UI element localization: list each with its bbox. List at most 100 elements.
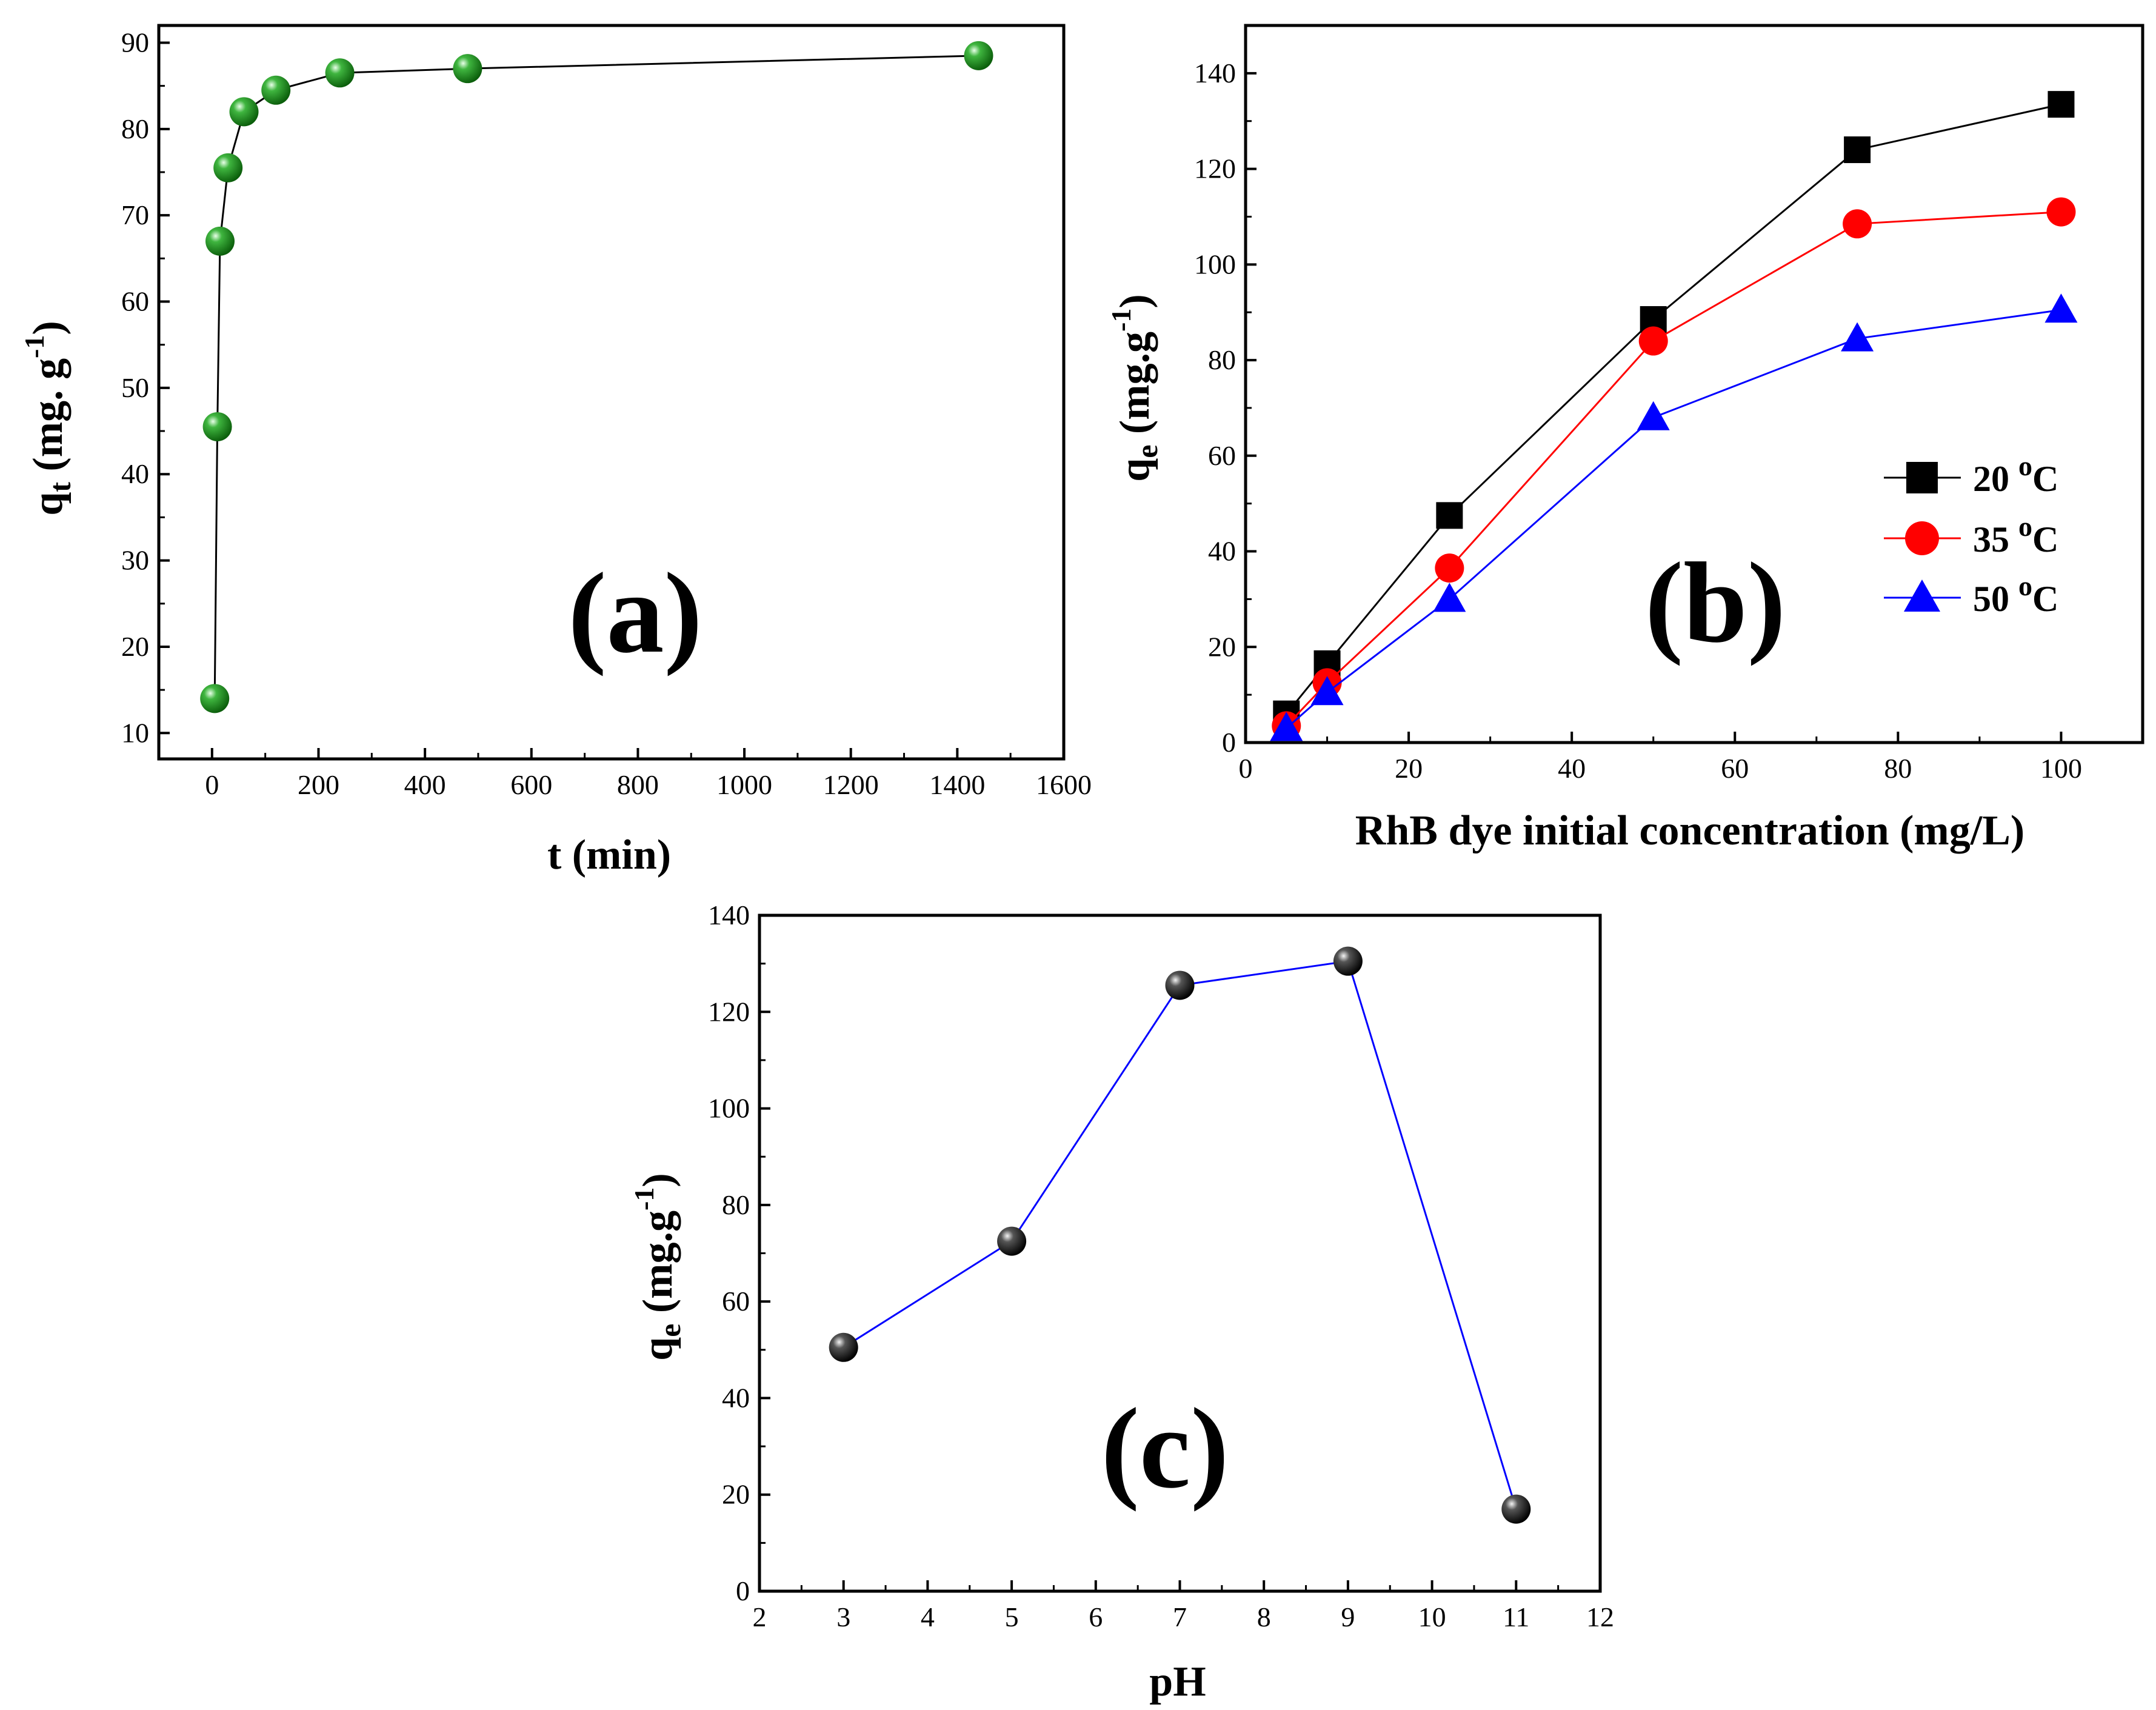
chart-b-data-point bbox=[2044, 293, 2078, 323]
chart-b-data-point bbox=[1270, 712, 1303, 741]
chart-c-x-tick-label: 7 bbox=[1173, 1601, 1187, 1632]
chart-b-legend-markers bbox=[1884, 462, 1961, 612]
chart-b-y-tick-label: 80 bbox=[1208, 344, 1236, 375]
chart-a-x-tick-label: 1600 bbox=[1036, 769, 1092, 800]
chart-c-y-tick-label: 100 bbox=[708, 1093, 750, 1124]
chart-c-y-tick-label: 40 bbox=[722, 1382, 750, 1413]
chart-a-y-axis-title: qt (mg. g-1) bbox=[19, 321, 77, 515]
chart-c-y-tick-label: 0 bbox=[736, 1575, 750, 1606]
chart-a-x-tick-label: 400 bbox=[404, 769, 446, 800]
chart-b-plot: 0 20 40 60 80 100 0 20 40 60 80 100 120 140 bbox=[1194, 24, 2144, 784]
legend-label-50C: 50 oC bbox=[1973, 570, 2058, 619]
chart-a-data-point bbox=[202, 412, 232, 441]
chart-b-x-tick-label: 100 bbox=[2040, 753, 2082, 784]
chart-a-x-tick-label: 1400 bbox=[929, 769, 985, 800]
chart-b-data-point bbox=[2046, 197, 2076, 227]
chart-b-panel-label: (b) bbox=[1645, 539, 1786, 667]
chart-b-data-point bbox=[1843, 209, 1872, 239]
chart-c-x-tick-label: 5 bbox=[1005, 1601, 1019, 1632]
chart-b-data-point bbox=[1433, 583, 1466, 612]
chart-b-data-point bbox=[1310, 676, 1344, 706]
chart-a-y-tick-label: 70 bbox=[121, 199, 149, 230]
chart-b-data-point bbox=[2048, 91, 2075, 118]
chart-c-data-point bbox=[1501, 1494, 1531, 1524]
chart-c-data-point bbox=[1333, 946, 1363, 976]
chart-a-x-tick-label: 800 bbox=[617, 769, 659, 800]
chart-c-x-tick-label: 10 bbox=[1418, 1601, 1446, 1632]
chart-a-y-tick-label: 40 bbox=[121, 458, 149, 489]
chart-c-y-tick-label: 120 bbox=[708, 996, 750, 1027]
legend-circle-marker bbox=[1905, 521, 1939, 555]
chart-a-plot: 0 200 400 600 800 1000 1200 1400 1600 10 20 30 40 50 6… bbox=[121, 24, 1092, 800]
chart-a-data-point bbox=[213, 153, 243, 182]
chart-b-y-tick-label: 100 bbox=[1194, 249, 1236, 279]
chart-a-y-tick-label: 50 bbox=[121, 372, 149, 403]
chart-a-y-tick-label: 80 bbox=[121, 113, 149, 144]
chart-c-y-tick-label: 80 bbox=[722, 1189, 750, 1220]
chart-a-panel-label: (a) bbox=[568, 550, 703, 677]
chart-c-x-tick-label: 4 bbox=[921, 1601, 935, 1632]
chart-a-x-tick-label: 600 bbox=[510, 769, 552, 800]
chart-a-x-tick-label: 0 bbox=[205, 769, 219, 800]
chart-c-data-point bbox=[1165, 970, 1195, 1000]
legend-label-35C: 35 oC bbox=[1973, 511, 2058, 559]
chart-b-data-point bbox=[1637, 401, 1670, 430]
chart-a-y-tick-label: 10 bbox=[121, 717, 149, 748]
chart-b-x-axis-title: RhB dye initial concentration (mg/L) bbox=[1355, 807, 2024, 854]
chart-a-y-tick-label: 20 bbox=[121, 631, 149, 662]
chart-c-y-axis-title: qe (mg.g-1) bbox=[629, 1173, 687, 1360]
chart-panel-a: t (min) qt (mg. g-1) (a) bbox=[19, 321, 703, 878]
chart-a-data-point bbox=[964, 41, 993, 70]
chart-b-y-tick-label: 120 bbox=[1194, 153, 1236, 184]
chart-c-y-tick-label: 60 bbox=[722, 1286, 750, 1317]
legend-square-marker bbox=[1906, 462, 1938, 493]
chart-a-y-tick-label: 90 bbox=[121, 27, 149, 58]
chart-a-y-tick-label: 30 bbox=[121, 545, 149, 576]
chart-b-x-tick-label: 20 bbox=[1395, 753, 1423, 784]
chart-b-data-point bbox=[1638, 326, 1668, 356]
chart-b-data-point bbox=[1844, 136, 1871, 164]
chart-a-data-point bbox=[453, 54, 482, 84]
chart-b-data-point bbox=[1841, 322, 1874, 352]
chart-b-x-tick-label: 60 bbox=[1721, 753, 1749, 784]
chart-c-x-tick-label: 6 bbox=[1089, 1601, 1103, 1632]
chart-c-data-point bbox=[997, 1226, 1027, 1256]
chart-c-data-point bbox=[829, 1332, 858, 1362]
chart-c-x-tick-label: 2 bbox=[753, 1601, 767, 1632]
chart-c-x-tick-label: 12 bbox=[1586, 1601, 1614, 1632]
chart-a-y-tick-label: 60 bbox=[121, 286, 149, 317]
chart-b-x-tick-label: 0 bbox=[1239, 753, 1253, 784]
chart-a-data-point bbox=[229, 97, 259, 127]
chart-a-x-axis-title: t (min) bbox=[547, 832, 671, 878]
chart-b-frame bbox=[1244, 24, 2144, 744]
chart-b-y-tick-label: 40 bbox=[1208, 536, 1236, 567]
chart-b-y-tick-label: 60 bbox=[1208, 440, 1236, 471]
chart-a-data-point bbox=[325, 58, 355, 88]
chart-panel-b: RhB dye initial concentration (mg/L) qe … bbox=[1106, 294, 2024, 854]
chart-b-y-tick-label: 140 bbox=[1194, 58, 1236, 89]
chart-b-legend: 20 oC 35 oC 50 oC bbox=[1973, 450, 2058, 619]
chart-c-x-tick-label: 9 bbox=[1341, 1601, 1355, 1632]
chart-c-x-tick-label: 3 bbox=[836, 1601, 850, 1632]
chart-c-y-tick-label: 20 bbox=[722, 1479, 750, 1510]
chart-a-frame bbox=[157, 24, 1066, 761]
legend-triangle-marker bbox=[1904, 579, 1940, 612]
chart-a-x-tick-label: 1000 bbox=[716, 769, 772, 800]
chart-a-x-tick-label: 200 bbox=[298, 769, 339, 800]
legend-label-20C: 20 oC bbox=[1973, 450, 2058, 499]
chart-b-x-tick-label: 80 bbox=[1884, 753, 1912, 784]
chart-a-data-point bbox=[200, 684, 230, 713]
chart-b-data-point bbox=[1436, 502, 1463, 529]
chart-c-x-tick-label: 8 bbox=[1257, 1601, 1271, 1632]
chart-b-x-tick-label: 40 bbox=[1558, 753, 1586, 784]
chart-b-y-axis-title: qe (mg.g-1) bbox=[1106, 294, 1164, 481]
chart-a-x-tick-label: 1200 bbox=[823, 769, 879, 800]
chart-c-panel-label: (c) bbox=[1101, 1385, 1229, 1512]
chart-b-y-tick-label: 20 bbox=[1208, 631, 1236, 662]
chart-c-x-axis-title: pH bbox=[1149, 1658, 1206, 1705]
chart-c-y-tick-label: 140 bbox=[708, 900, 750, 930]
chart-panel-c: pH qe (mg.g-1) (c) bbox=[629, 1173, 1229, 1705]
chart-b-y-tick-label: 0 bbox=[1222, 727, 1236, 758]
